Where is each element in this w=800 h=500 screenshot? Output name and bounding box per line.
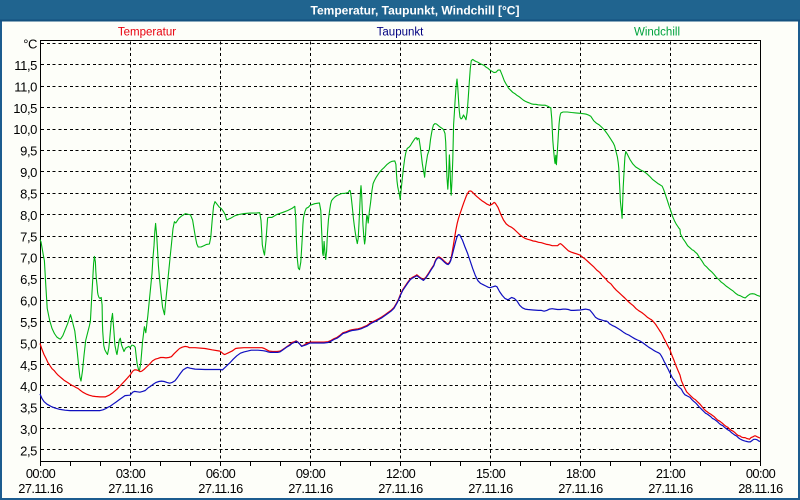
svg-text:8,5: 8,5 <box>20 186 37 201</box>
svg-text:°C: °C <box>23 37 37 52</box>
svg-text:7,5: 7,5 <box>20 229 37 244</box>
svg-text:06:00: 06:00 <box>206 466 236 481</box>
svg-text:00:00: 00:00 <box>746 466 776 481</box>
svg-text:3,0: 3,0 <box>20 422 37 437</box>
svg-text:Taupunkt: Taupunkt <box>377 27 424 39</box>
svg-text:27.11.16: 27.11.16 <box>18 481 63 496</box>
svg-text:Windchill: Windchill <box>634 27 680 39</box>
svg-text:4,0: 4,0 <box>20 379 37 394</box>
svg-text:5,0: 5,0 <box>20 336 37 351</box>
svg-text:7,0: 7,0 <box>20 251 37 266</box>
svg-text:27.11.16: 27.11.16 <box>108 481 153 496</box>
svg-text:27.11.16: 27.11.16 <box>198 481 243 496</box>
svg-text:9,5: 9,5 <box>20 144 37 159</box>
svg-text:6,5: 6,5 <box>20 272 37 287</box>
svg-text:15:00: 15:00 <box>476 466 506 481</box>
svg-text:21:00: 21:00 <box>656 466 686 481</box>
svg-text:2,5: 2,5 <box>20 444 37 459</box>
svg-text:5,5: 5,5 <box>20 315 37 330</box>
svg-text:03:00: 03:00 <box>116 466 146 481</box>
svg-text:Temperatur, Taupunkt, Windchil: Temperatur, Taupunkt, Windchill [°C] <box>311 4 520 18</box>
svg-text:27.11.16: 27.11.16 <box>468 481 513 496</box>
svg-text:6,0: 6,0 <box>20 294 37 309</box>
svg-text:10,5: 10,5 <box>13 101 37 116</box>
svg-text:8,0: 8,0 <box>20 208 37 223</box>
svg-text:27.11.16: 27.11.16 <box>288 481 333 496</box>
svg-text:11,5: 11,5 <box>14 58 37 73</box>
svg-text:12:00: 12:00 <box>386 466 416 481</box>
svg-text:9,0: 9,0 <box>20 165 37 180</box>
svg-text:Temperatur: Temperatur <box>118 27 176 39</box>
svg-text:27.11.16: 27.11.16 <box>558 481 603 496</box>
svg-text:09:00: 09:00 <box>296 466 326 481</box>
svg-text:27.11.16: 27.11.16 <box>378 481 423 496</box>
svg-text:10,0: 10,0 <box>13 122 37 137</box>
svg-text:3,5: 3,5 <box>20 401 37 416</box>
svg-text:4,5: 4,5 <box>20 358 37 373</box>
svg-text:11,0: 11,0 <box>14 79 37 94</box>
svg-text:28.11.16: 28.11.16 <box>738 481 783 496</box>
svg-text:00:00: 00:00 <box>26 466 56 481</box>
svg-text:27.11.16: 27.11.16 <box>648 481 693 496</box>
svg-text:18:00: 18:00 <box>566 466 596 481</box>
